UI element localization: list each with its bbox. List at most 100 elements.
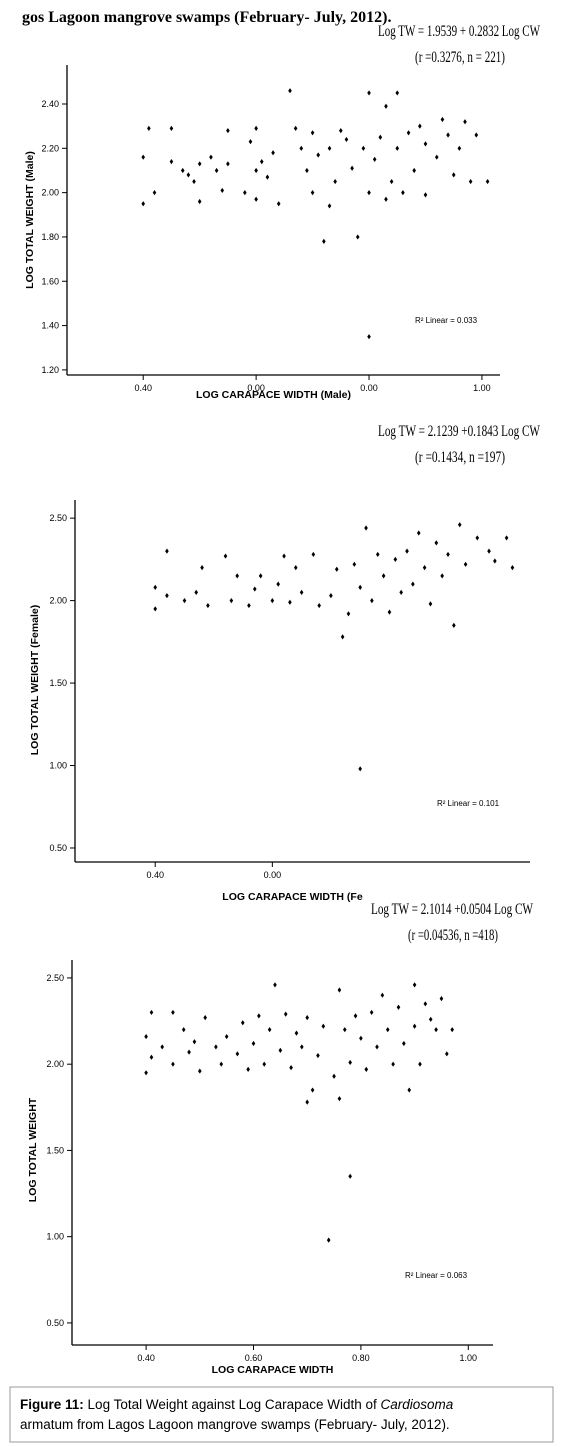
point: [451, 172, 456, 178]
point: [504, 535, 509, 541]
point: [348, 1173, 352, 1179]
point: [367, 190, 371, 196]
point: [364, 525, 368, 531]
point: [391, 1061, 395, 1067]
point: [322, 238, 326, 244]
point: [182, 598, 187, 604]
point: [265, 174, 270, 180]
point: [358, 584, 362, 591]
point: [337, 987, 342, 993]
point: [240, 1020, 245, 1026]
point: [487, 548, 491, 554]
y-tick-label: 2.00: [49, 596, 67, 606]
point: [288, 599, 292, 605]
point: [428, 601, 433, 607]
point: [226, 161, 230, 167]
point: [181, 1027, 186, 1033]
point: [310, 1087, 315, 1093]
point: [300, 1044, 304, 1050]
point: [149, 1054, 154, 1060]
point: [412, 1023, 417, 1029]
point: [299, 589, 304, 595]
y-tick-label: 1.80: [41, 232, 59, 242]
x-tick-label: 0.00: [264, 870, 282, 880]
point: [375, 1044, 379, 1050]
point: [369, 1009, 374, 1016]
y-tick-label: 1.60: [41, 276, 59, 286]
equation: Log TW = 1.9539 + 0.2832 Log CW: [378, 23, 541, 40]
point: [327, 145, 332, 151]
point: [463, 561, 468, 567]
point: [407, 1087, 412, 1093]
x-axis-label: LOG CARAPACE WIDTH (Male): [196, 389, 351, 401]
point: [252, 586, 257, 592]
y-tick-label: 2.20: [41, 143, 59, 153]
y-tick-label: 1.00: [46, 1232, 64, 1242]
point: [152, 190, 157, 196]
point: [389, 178, 394, 185]
point: [209, 154, 213, 160]
point: [254, 125, 258, 131]
point: [367, 334, 371, 340]
point: [141, 154, 146, 160]
point: [293, 125, 298, 131]
point: [311, 551, 316, 558]
point: [401, 190, 405, 196]
point: [169, 125, 174, 131]
point: [203, 1015, 207, 1021]
point: [192, 178, 196, 185]
point: [243, 190, 247, 196]
point: [384, 196, 388, 202]
point: [385, 1027, 390, 1033]
point: [214, 167, 219, 174]
point: [316, 1052, 320, 1059]
point: [246, 1066, 250, 1072]
point: [276, 201, 281, 207]
y-tick-label: 2.50: [46, 973, 64, 983]
point: [310, 190, 315, 196]
point: [226, 127, 230, 134]
point: [440, 573, 444, 579]
point: [361, 145, 366, 151]
point: [316, 152, 321, 158]
point: [270, 598, 275, 604]
y-tick-label: 2.40: [41, 99, 59, 109]
point: [147, 125, 151, 131]
point: [317, 602, 321, 609]
point: [399, 589, 403, 595]
point: [220, 187, 225, 194]
point: [450, 1027, 454, 1033]
point: [169, 159, 174, 165]
equation: Log TW = 2.1014 +0.0504 Log CW: [371, 901, 534, 918]
point: [474, 132, 479, 138]
point: [293, 565, 298, 571]
point: [457, 145, 462, 151]
point: [180, 167, 185, 174]
point: [165, 548, 169, 554]
point: [381, 573, 386, 579]
point: [271, 150, 275, 156]
point: [254, 196, 258, 202]
point: [223, 553, 228, 559]
x-tick-label: 0.60: [245, 1353, 263, 1363]
x-tick-label: 0.80: [352, 1353, 370, 1363]
point: [344, 136, 349, 143]
point: [282, 553, 286, 559]
point: [440, 116, 445, 123]
point: [428, 1016, 433, 1022]
point: [144, 1070, 148, 1076]
point: [257, 1013, 261, 1019]
point: [251, 1040, 256, 1047]
point: [485, 178, 490, 185]
point: [405, 548, 409, 554]
point: [416, 530, 421, 536]
point: [384, 103, 388, 109]
y-tick-label: 2.50: [49, 513, 67, 523]
point: [326, 1237, 331, 1243]
point: [141, 201, 146, 207]
point: [219, 1061, 224, 1067]
caption-box: [9, 1386, 554, 1443]
point: [364, 1066, 369, 1072]
point: [259, 159, 264, 165]
